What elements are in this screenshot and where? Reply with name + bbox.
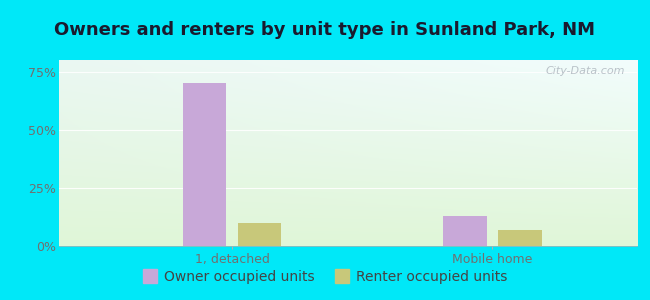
Bar [498,230,541,246]
Legend: Owner occupied units, Renter occupied units: Owner occupied units, Renter occupied un… [137,265,513,290]
Text: City-Data.com: City-Data.com [546,66,625,76]
Text: Owners and renters by unit type in Sunland Park, NM: Owners and renters by unit type in Sunla… [55,21,595,39]
Bar [238,223,281,246]
Bar [443,216,487,246]
Bar [183,83,226,246]
